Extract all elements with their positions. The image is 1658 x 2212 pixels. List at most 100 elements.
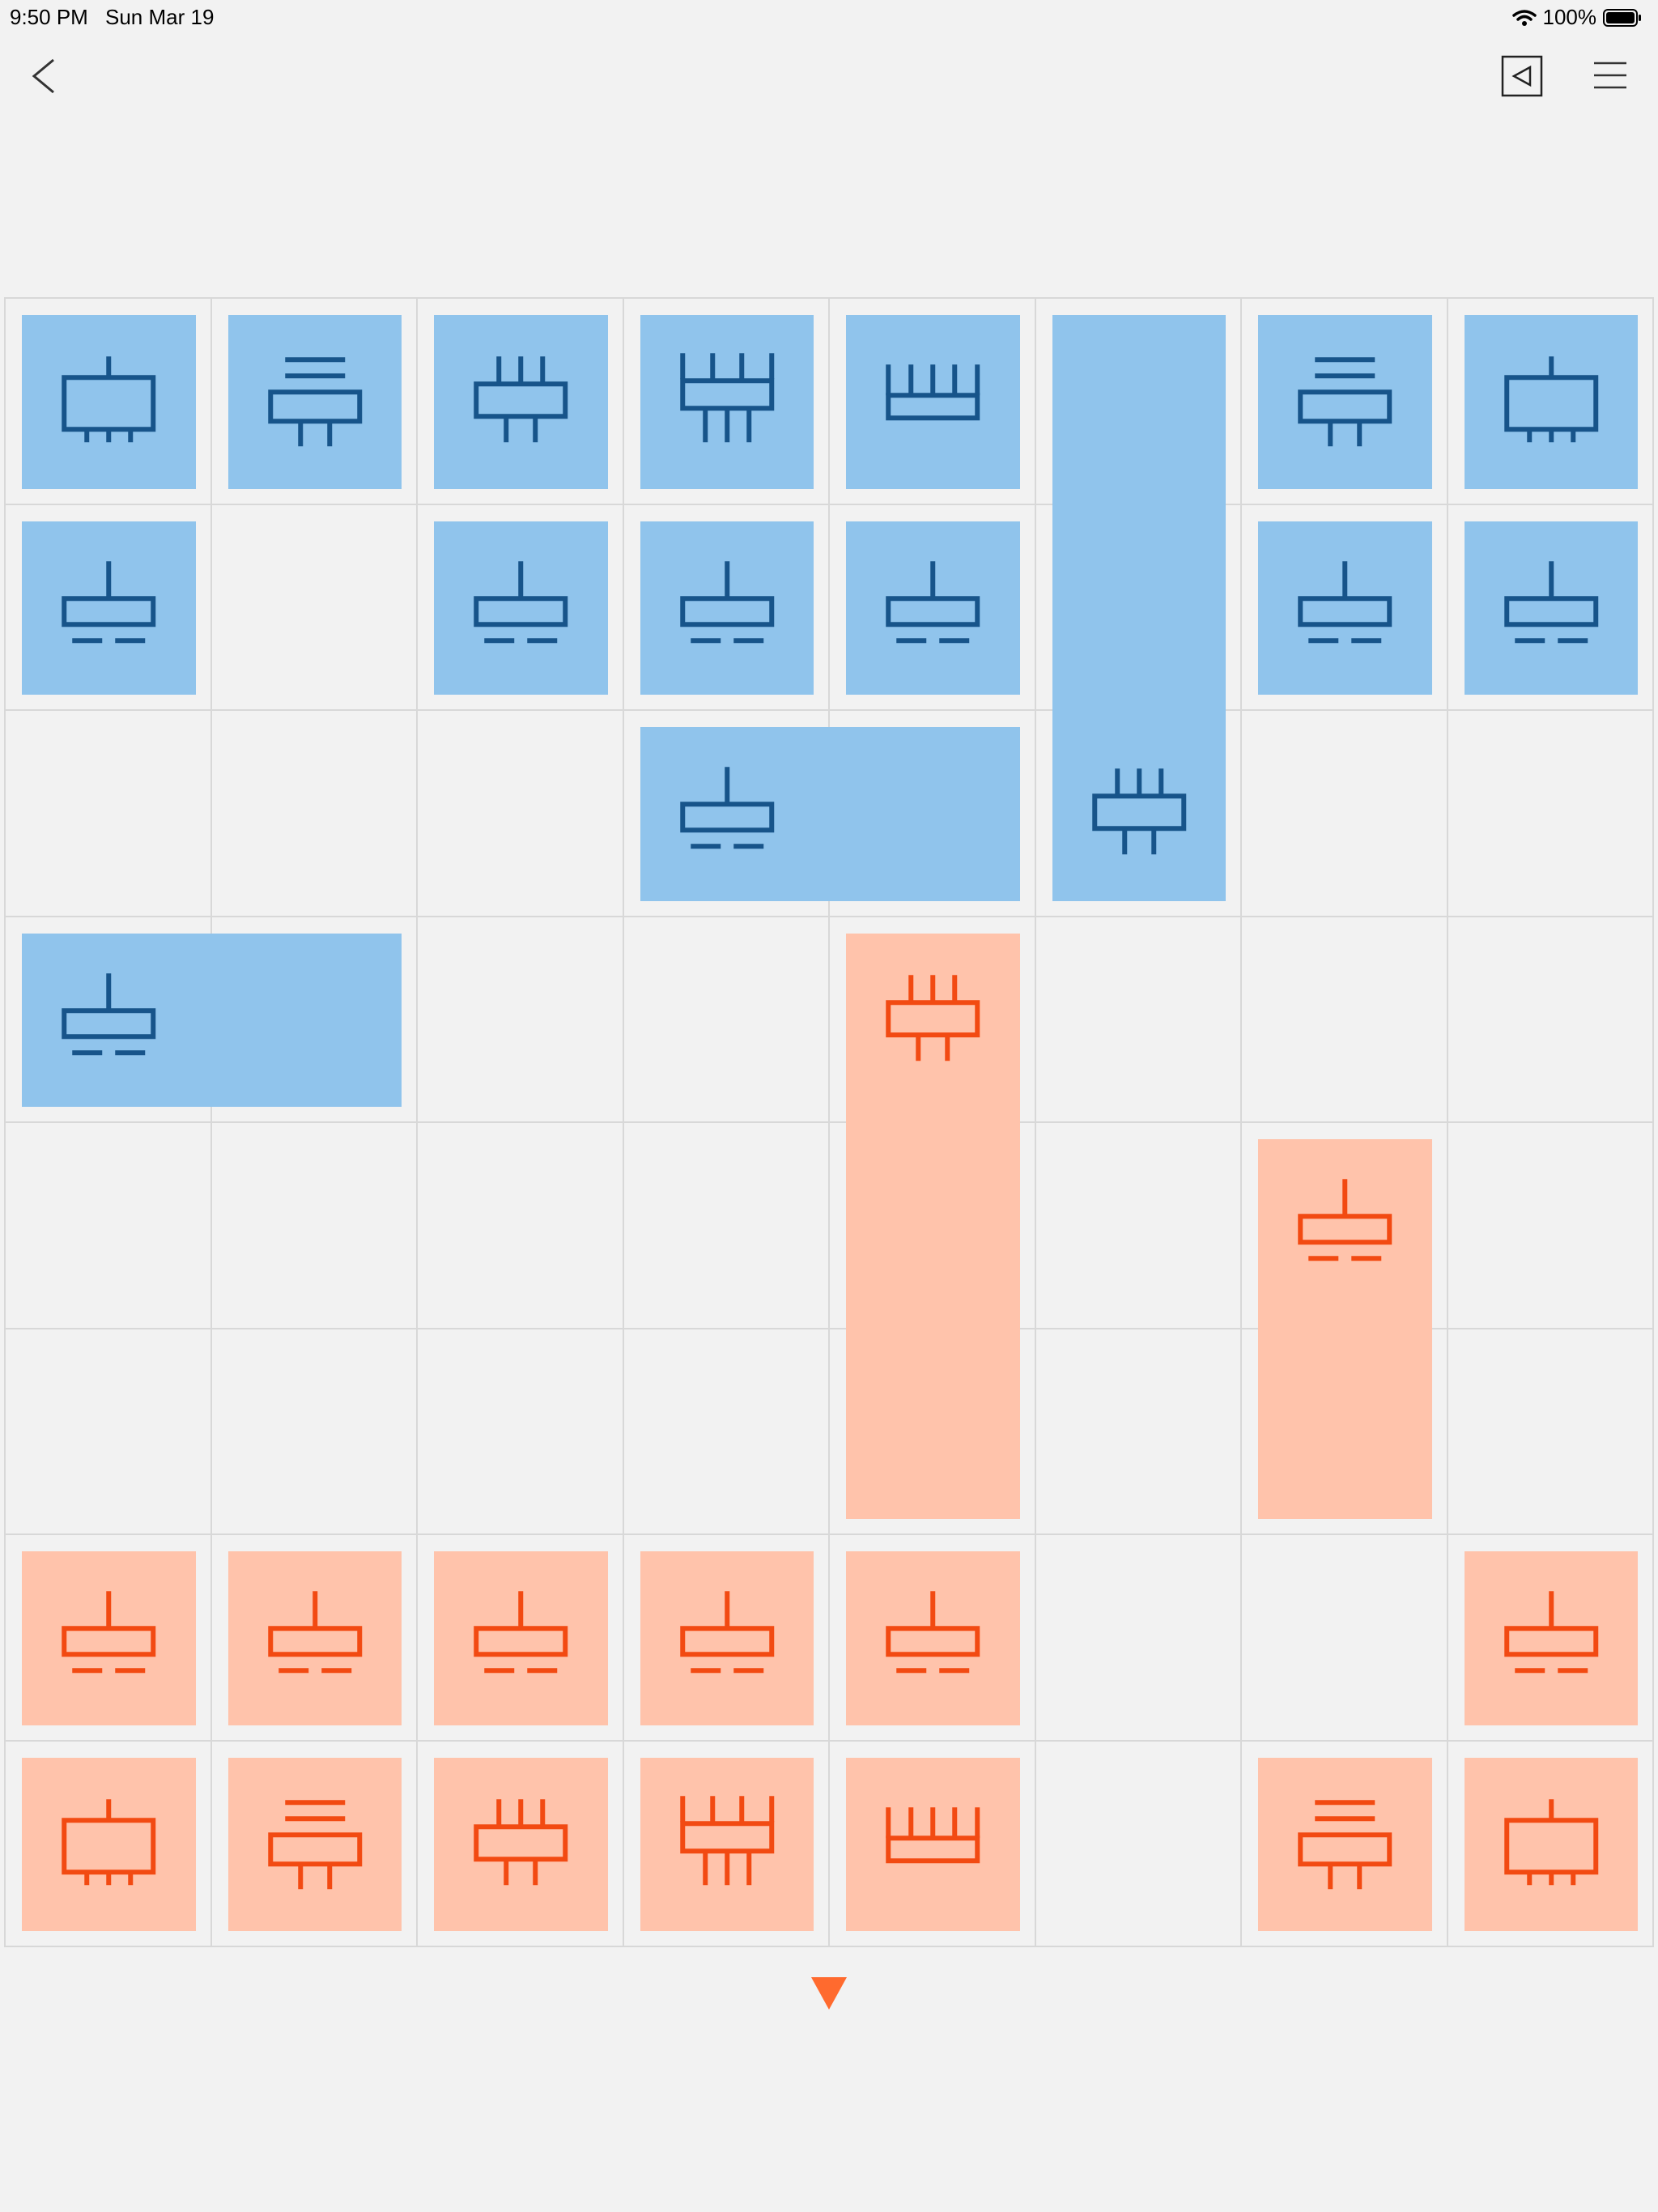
board-cell[interactable] bbox=[418, 711, 624, 917]
glyph-e-icon bbox=[886, 1806, 980, 1863]
red-piece[interactable] bbox=[846, 1551, 1020, 1725]
game-board bbox=[4, 297, 1654, 1947]
view-toggle-button[interactable] bbox=[1501, 55, 1543, 97]
board-cell[interactable] bbox=[1035, 711, 1242, 917]
board-cell[interactable] bbox=[1035, 1741, 1242, 1947]
board-cell[interactable] bbox=[6, 711, 212, 917]
blue-piece[interactable] bbox=[640, 727, 1020, 901]
red-piece[interactable] bbox=[1258, 1757, 1432, 1931]
blue-piece[interactable] bbox=[846, 521, 1020, 695]
board-cell[interactable] bbox=[830, 1741, 1036, 1947]
board-cell[interactable] bbox=[1242, 1535, 1448, 1742]
board-cell[interactable] bbox=[211, 299, 418, 505]
status-bar: 9:50 PM Sun Mar 19 100% bbox=[0, 0, 1658, 32]
blue-piece[interactable] bbox=[1464, 315, 1638, 489]
board-cell[interactable] bbox=[1035, 1535, 1242, 1742]
board-cell[interactable] bbox=[1448, 299, 1654, 505]
board-cell[interactable] bbox=[1035, 1329, 1242, 1535]
glyph-pawn-icon bbox=[474, 1591, 568, 1674]
hamburger-menu-icon bbox=[1594, 62, 1626, 89]
board-cell[interactable] bbox=[1448, 1535, 1654, 1742]
red-piece[interactable] bbox=[846, 1757, 1020, 1931]
board-cell[interactable] bbox=[1448, 1123, 1654, 1329]
board-cell[interactable] bbox=[211, 1741, 418, 1947]
board-cell[interactable] bbox=[418, 1123, 624, 1329]
blue-piece[interactable] bbox=[22, 933, 402, 1107]
red-piece[interactable] bbox=[1464, 1757, 1638, 1931]
board-cell[interactable] bbox=[623, 1329, 830, 1535]
red-piece[interactable] bbox=[227, 1757, 402, 1931]
board-cell[interactable] bbox=[1448, 1741, 1654, 1947]
board-cell[interactable] bbox=[418, 1535, 624, 1742]
board-cell[interactable] bbox=[830, 1535, 1036, 1742]
board-cell[interactable] bbox=[418, 917, 624, 1123]
board-cell[interactable] bbox=[211, 917, 418, 1123]
board-cell[interactable] bbox=[418, 299, 624, 505]
red-piece[interactable] bbox=[640, 1757, 814, 1931]
menu-button[interactable] bbox=[1592, 57, 1629, 94]
board-cell[interactable] bbox=[830, 504, 1036, 711]
board-cell[interactable] bbox=[1035, 1123, 1242, 1329]
board-cell[interactable] bbox=[6, 1741, 212, 1947]
red-piece[interactable] bbox=[22, 1757, 196, 1931]
board-cell[interactable] bbox=[211, 1123, 418, 1329]
red-piece[interactable] bbox=[434, 1551, 608, 1725]
back-button[interactable] bbox=[24, 52, 65, 100]
board-cell[interactable] bbox=[418, 1329, 624, 1535]
board-cell[interactable] bbox=[6, 1329, 212, 1535]
board-cell[interactable] bbox=[211, 1329, 418, 1535]
glyph-pawn-icon bbox=[62, 560, 156, 643]
blue-piece[interactable] bbox=[1052, 315, 1226, 901]
board-cell[interactable] bbox=[6, 299, 212, 505]
board-cell[interactable] bbox=[1448, 1329, 1654, 1535]
blue-piece[interactable] bbox=[1464, 521, 1638, 695]
board-cell[interactable] bbox=[623, 504, 830, 711]
blue-piece[interactable] bbox=[434, 521, 608, 695]
red-piece[interactable] bbox=[434, 1757, 608, 1931]
board-cell[interactable] bbox=[1448, 917, 1654, 1123]
glyph-a-icon bbox=[62, 1798, 156, 1885]
board-cell[interactable] bbox=[623, 299, 830, 505]
blue-piece[interactable] bbox=[846, 315, 1020, 489]
blue-piece[interactable] bbox=[434, 315, 608, 489]
board-cell[interactable] bbox=[830, 299, 1036, 505]
board-cell[interactable] bbox=[211, 711, 418, 917]
blue-piece[interactable] bbox=[640, 521, 814, 695]
red-piece[interactable] bbox=[227, 1551, 402, 1725]
board-cell[interactable] bbox=[1242, 711, 1448, 917]
board-cell[interactable] bbox=[623, 1741, 830, 1947]
board-cell[interactable] bbox=[623, 917, 830, 1123]
blue-piece[interactable] bbox=[227, 315, 402, 489]
red-piece[interactable] bbox=[22, 1551, 196, 1725]
blue-piece[interactable] bbox=[22, 315, 196, 489]
wifi-icon bbox=[1511, 9, 1537, 26]
blue-piece[interactable] bbox=[22, 521, 196, 695]
red-piece[interactable] bbox=[1464, 1551, 1638, 1725]
board-cell[interactable] bbox=[1242, 504, 1448, 711]
red-piece[interactable] bbox=[846, 933, 1020, 1519]
board-cell[interactable] bbox=[1448, 711, 1654, 917]
blue-piece[interactable] bbox=[1258, 521, 1432, 695]
status-time: 9:50 PM bbox=[10, 5, 88, 29]
board-cell[interactable] bbox=[830, 711, 1036, 917]
board-cell[interactable] bbox=[418, 504, 624, 711]
red-piece[interactable] bbox=[1258, 1139, 1432, 1519]
board-cell[interactable] bbox=[1242, 1741, 1448, 1947]
board-cell[interactable] bbox=[6, 1123, 212, 1329]
blue-piece[interactable] bbox=[640, 315, 814, 489]
board-cell[interactable] bbox=[830, 1329, 1036, 1535]
board-cell[interactable] bbox=[6, 504, 212, 711]
board-cell[interactable] bbox=[1242, 299, 1448, 505]
board-cell[interactable] bbox=[1242, 917, 1448, 1123]
red-piece[interactable] bbox=[640, 1551, 814, 1725]
board-cell[interactable] bbox=[418, 1741, 624, 1947]
board-cell[interactable] bbox=[1242, 1329, 1448, 1535]
board-cell[interactable] bbox=[623, 1123, 830, 1329]
blue-piece[interactable] bbox=[1258, 315, 1432, 489]
board-cell[interactable] bbox=[1448, 504, 1654, 711]
board-cell[interactable] bbox=[6, 1535, 212, 1742]
board-cell[interactable] bbox=[623, 1535, 830, 1742]
board-cell[interactable] bbox=[211, 1535, 418, 1742]
board-cell[interactable] bbox=[211, 504, 418, 711]
board-cell[interactable] bbox=[1035, 917, 1242, 1123]
